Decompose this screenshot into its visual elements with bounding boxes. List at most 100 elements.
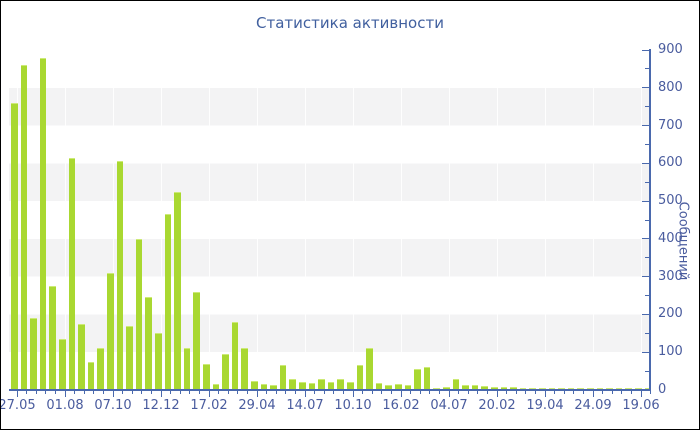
x-axis-tick — [275, 391, 277, 394]
bar — [183, 348, 191, 390]
vertical-gridline — [161, 50, 162, 390]
chart-title: Статистика активности — [256, 14, 444, 32]
x-axis-tick-label: 10.10 — [334, 398, 372, 413]
y-axis-tick — [642, 200, 650, 202]
bar — [270, 385, 277, 390]
x-axis-tick — [496, 391, 498, 397]
vertical-gridline — [449, 50, 450, 390]
x-axis-tick-label: 19.04 — [526, 398, 564, 413]
y-axis-tick-label: 200 — [658, 306, 683, 322]
vertical-gridline — [545, 50, 546, 390]
bar — [49, 286, 56, 390]
bar — [318, 378, 325, 390]
bar — [11, 102, 18, 390]
bar — [471, 385, 479, 390]
vertical-gridline — [257, 50, 258, 390]
x-axis-tick — [170, 391, 172, 394]
bar — [231, 322, 239, 390]
x-axis-tick — [198, 391, 200, 394]
x-axis-tick — [246, 391, 248, 394]
x-axis-tick — [390, 391, 392, 394]
x-axis-tick — [141, 391, 143, 394]
x-axis-tick — [429, 391, 431, 394]
y-axis-tick — [645, 295, 650, 297]
x-axis-tick — [150, 391, 152, 394]
x-axis-tick — [333, 391, 335, 394]
x-axis-tick — [237, 391, 239, 394]
x-axis-tick — [208, 391, 210, 397]
y-axis-tick — [645, 370, 650, 372]
y-axis-tick — [642, 125, 650, 127]
bar — [375, 383, 383, 390]
bar — [145, 297, 152, 390]
x-axis-tick — [630, 391, 632, 394]
vertical-gridline — [209, 50, 210, 390]
x-axis-tick — [266, 391, 268, 394]
x-axis-tick-label: 24.09 — [574, 398, 612, 413]
y-axis-tick-label: 0 — [658, 382, 667, 397]
bar — [452, 378, 460, 390]
x-axis-tick — [381, 391, 383, 394]
bar — [241, 348, 248, 390]
bar — [433, 387, 440, 390]
bar — [193, 291, 200, 390]
x-axis-tick — [544, 391, 546, 397]
bar — [337, 379, 344, 390]
y-axis-tick — [645, 106, 650, 108]
y-axis-tick-label: 400 — [658, 230, 683, 246]
vertical-gridline — [497, 50, 498, 390]
bar — [404, 385, 412, 390]
x-axis-tick — [26, 391, 28, 394]
x-axis-tick — [179, 391, 181, 394]
x-axis-tick — [554, 391, 556, 394]
bar — [289, 378, 296, 390]
vertical-gridline — [401, 50, 402, 390]
x-axis-tick — [64, 391, 66, 397]
x-axis-tick — [477, 391, 479, 394]
x-axis-tick — [602, 391, 604, 394]
x-axis-tick — [160, 391, 162, 397]
x-axis-tick — [534, 391, 536, 394]
y-axis-tick — [645, 219, 650, 221]
x-axis-tick — [189, 391, 191, 394]
x-axis-tick — [227, 391, 229, 394]
vertical-gridline — [113, 50, 114, 390]
bar — [59, 339, 66, 390]
x-axis-tick-label: 01.08 — [46, 398, 84, 413]
x-axis-tick — [621, 391, 623, 394]
x-axis-tick — [314, 391, 316, 394]
x-axis-tick — [131, 391, 133, 394]
bar — [443, 386, 450, 390]
x-axis-tick — [45, 391, 47, 394]
y-axis-tick — [642, 162, 650, 164]
y-axis-tick — [645, 143, 650, 145]
bar — [203, 363, 210, 390]
x-axis-tick-label: 20.02 — [478, 398, 516, 413]
x-axis-tick-label: 19.06 — [622, 398, 660, 413]
vertical-gridline — [17, 50, 18, 390]
x-axis-tick-label: 12.12 — [142, 398, 180, 413]
bar — [395, 383, 402, 390]
bar — [39, 57, 47, 390]
bar — [414, 369, 421, 390]
y-axis-tick — [642, 351, 650, 353]
y-axis-tick — [642, 238, 650, 240]
x-axis-tick — [563, 391, 565, 394]
bar — [366, 348, 373, 390]
y-axis-tick-label: 300 — [658, 268, 683, 284]
bar — [126, 325, 133, 390]
bar — [519, 387, 527, 390]
bar — [356, 365, 364, 390]
y-axis-tick-label: 700 — [658, 117, 683, 133]
vertical-gridline — [593, 50, 594, 390]
x-axis-tick — [93, 391, 95, 394]
x-axis-tick — [371, 391, 373, 394]
chart-wrapper: 0 100 200 300 400 500 600 700 800 900 27.05 01.08 07… — [1, 42, 699, 429]
bar — [155, 333, 162, 390]
y-axis-tick-label: 600 — [658, 155, 683, 171]
bar — [529, 387, 536, 390]
vertical-gridline — [641, 50, 642, 390]
bar — [68, 157, 76, 390]
x-axis-tick — [506, 391, 508, 394]
